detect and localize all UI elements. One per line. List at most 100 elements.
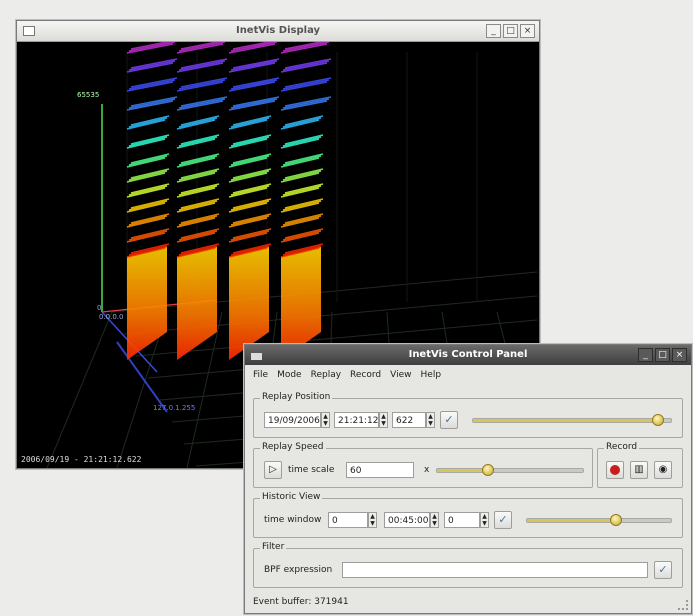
replay-time-field[interactable]: 21:21:12 — [334, 412, 379, 428]
data-streak — [180, 183, 220, 194]
replay-time-spinner[interactable]: ▲ ▼ — [379, 412, 388, 428]
data-streak — [180, 243, 220, 254]
data-streak — [126, 81, 174, 92]
film-icon[interactable]: ▥ — [630, 461, 648, 479]
replay-position-slider[interactable] — [472, 414, 672, 426]
replay-position-knob[interactable] — [652, 414, 665, 426]
replay-ms-spinner[interactable]: ▲ ▼ — [426, 412, 435, 428]
filter-label: Filter — [260, 542, 287, 552]
data-streak — [128, 230, 168, 241]
historic-view-label: Historic View — [260, 492, 323, 502]
record-icon[interactable] — [606, 461, 624, 479]
data-streak — [180, 77, 228, 88]
time-window-field[interactable]: 0 — [328, 512, 368, 528]
close-icon[interactable]: × — [520, 24, 535, 38]
data-streak — [280, 62, 328, 73]
maximize-icon[interactable]: □ — [503, 24, 518, 38]
data-streak — [130, 96, 178, 107]
data-streak — [126, 100, 174, 111]
time-window-spinner[interactable]: ▲ ▼ — [368, 512, 377, 528]
data-streak — [180, 58, 228, 69]
minimize-icon[interactable]: _ — [638, 348, 653, 362]
data-streak — [130, 115, 170, 126]
historic-view-slider[interactable] — [526, 514, 672, 526]
time-window-time-field[interactable]: 00:45:00 — [384, 512, 430, 528]
menu-mode[interactable]: Mode — [277, 370, 302, 380]
time-window-extra-field[interactable]: 0 — [444, 512, 480, 528]
menu-help[interactable]: Help — [420, 370, 442, 380]
data-streak — [180, 96, 228, 107]
data-streak — [284, 153, 324, 164]
data-streak — [284, 228, 324, 239]
data-streak — [126, 217, 166, 228]
data-planes — [126, 39, 332, 360]
axis-origin-label: 0.0.0.0 — [99, 313, 124, 321]
data-streak — [280, 187, 320, 198]
data-streak — [280, 247, 320, 258]
data-streak — [284, 115, 324, 126]
time-scale-field[interactable]: 60 — [346, 462, 414, 478]
data-streak — [128, 200, 168, 211]
data-streak — [284, 198, 324, 209]
replay-speed-slider[interactable] — [436, 464, 584, 476]
data-streak — [228, 43, 276, 54]
display-timestamp: 2006/09/19 - 21:21:12.622 — [21, 455, 142, 464]
maximize-icon[interactable]: □ — [655, 348, 670, 362]
apply-check-icon[interactable]: ✓ — [440, 411, 458, 429]
menu-record[interactable]: Record — [350, 370, 382, 380]
replay-ms-field[interactable]: 622 — [392, 412, 426, 428]
data-streak — [178, 215, 218, 226]
camera-icon[interactable]: ◉ — [654, 461, 672, 479]
data-streak — [180, 228, 220, 239]
apply-check-icon[interactable]: ✓ — [494, 511, 512, 529]
resize-grip[interactable] — [678, 600, 688, 610]
data-streak — [232, 213, 272, 224]
data-streak — [178, 60, 226, 71]
data-streak — [126, 172, 166, 183]
data-streak — [228, 81, 276, 92]
data-streak — [180, 213, 220, 224]
menu-file[interactable]: File — [253, 370, 269, 380]
axis-origin-sub-label: 0 — [97, 304, 101, 312]
menu-view[interactable]: View — [390, 370, 412, 380]
control-panel-window: InetVis Control Panel _ □ × File Mode Re… — [244, 344, 692, 614]
minimize-icon[interactable]: _ — [486, 24, 501, 38]
control-panel-titlebar[interactable]: InetVis Control Panel _ □ × — [245, 345, 691, 365]
data-streak — [128, 155, 168, 166]
replay-position-label: Replay Position — [260, 392, 333, 402]
replay-speed-group: Replay Speed ▷ time scale 60 x — [253, 442, 593, 488]
data-streak — [228, 172, 268, 183]
window-menu-icon[interactable] — [23, 26, 35, 36]
data-streak — [128, 245, 168, 256]
replay-date-field[interactable]: 19/09/2006 — [264, 412, 321, 428]
data-plane — [177, 247, 217, 360]
data-streak — [230, 79, 278, 90]
data-streak — [280, 172, 320, 183]
replay-date-spinner[interactable]: ▲ ▼ — [321, 412, 330, 428]
apply-check-icon[interactable]: ✓ — [654, 561, 672, 579]
visualization-canvas[interactable]: 65535 0 0.0.0.0 127.0.1.255 2006/09/19 -… — [17, 39, 608, 489]
data-streak — [282, 136, 322, 147]
data-plane — [127, 247, 167, 360]
menu-replay[interactable]: Replay — [310, 370, 342, 380]
data-streak — [228, 119, 268, 130]
play-icon[interactable]: ▷ — [264, 461, 282, 479]
time-scale-label: time scale — [288, 465, 335, 475]
data-streak — [284, 183, 324, 194]
close-icon[interactable]: × — [672, 348, 687, 362]
window-menu-icon[interactable] — [251, 353, 262, 360]
data-streak — [126, 157, 166, 168]
data-streak — [178, 41, 226, 52]
data-streak — [180, 134, 220, 145]
data-streak — [176, 247, 216, 258]
data-streak — [284, 243, 324, 254]
time-window-extra-spinner[interactable]: ▲ ▼ — [480, 512, 489, 528]
time-window-time-spinner[interactable]: ▲ ▼ — [430, 512, 439, 528]
bpf-expression-field[interactable] — [342, 562, 648, 578]
historic-view-knob[interactable] — [609, 514, 622, 526]
grid-line — [116, 311, 168, 469]
data-streak — [232, 39, 280, 50]
replay-speed-knob[interactable] — [481, 464, 494, 476]
display-titlebar[interactable]: InetVis Display _ □ × — [17, 21, 539, 42]
data-streak — [232, 198, 272, 209]
